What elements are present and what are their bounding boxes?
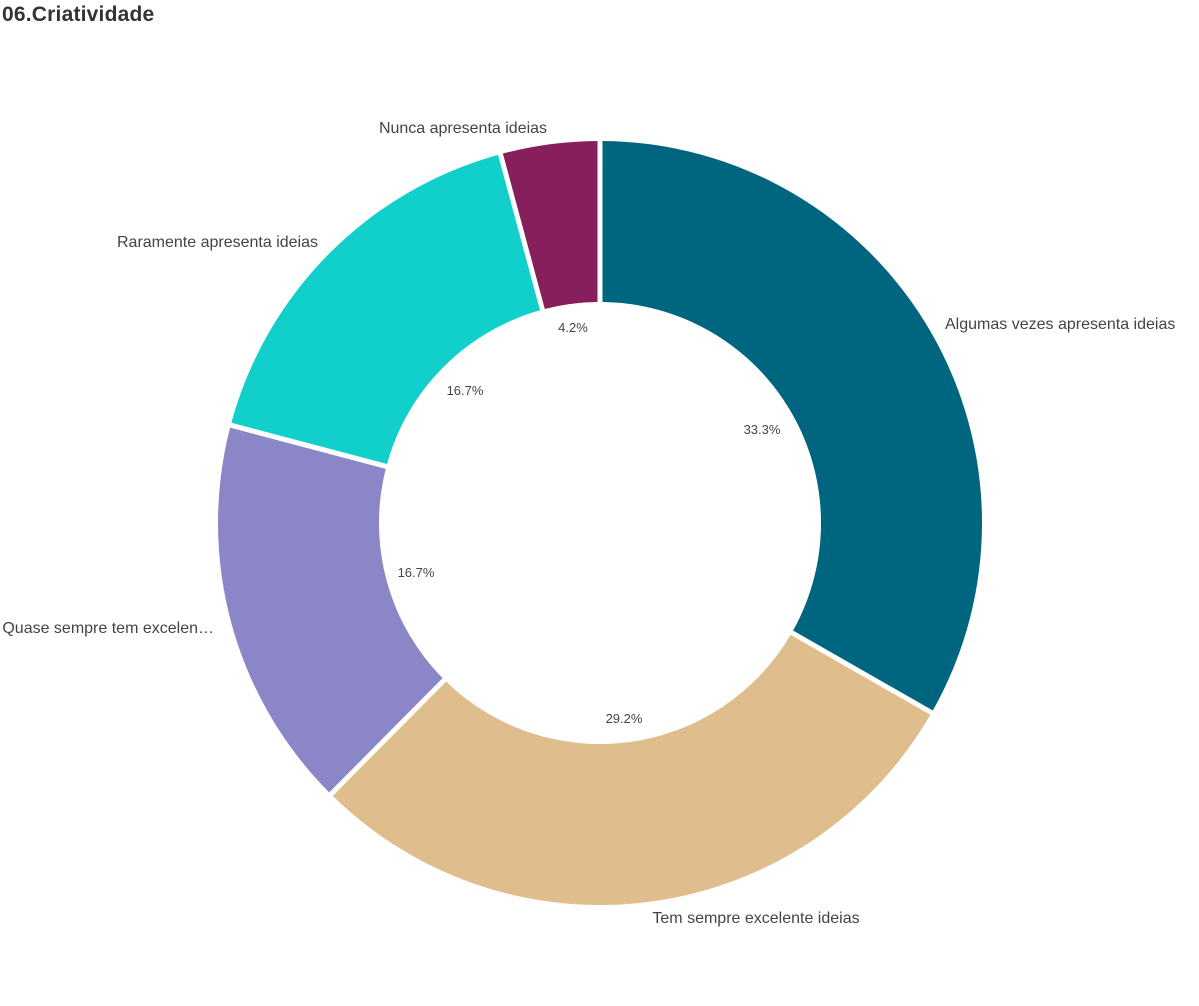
donut-slice[interactable] <box>231 154 541 465</box>
slice-percent-label: 16.7% <box>398 565 435 580</box>
category-labels: Algumas vezes apresenta ideias Tem sempre… <box>2 120 1175 927</box>
percent-labels: 33.3% 29.2% 16.7% 16.7% 4.2% <box>398 320 781 726</box>
slice-percent-label: 29.2% <box>606 711 643 726</box>
slice-percent-label: 4.2% <box>558 320 588 335</box>
slice-category-label: Tem sempre excelente ideias <box>652 910 859 927</box>
donut-slice[interactable] <box>502 141 598 309</box>
donut-slice[interactable] <box>602 141 982 711</box>
slice-category-label: Algumas vezes apresenta ideias <box>945 316 1175 333</box>
slice-percent-label: 33.3% <box>744 422 781 437</box>
donut-slice[interactable] <box>217 427 443 793</box>
slice-category-label: Raramente apresenta ideias <box>117 234 318 251</box>
slice-percent-label: 16.7% <box>447 383 484 398</box>
donut-slice[interactable] <box>332 634 931 906</box>
slice-category-label: Quase sempre tem excelen… <box>2 620 214 637</box>
chart-title: 06.Criatividade <box>2 3 155 26</box>
donut-slices <box>217 141 982 906</box>
slice-category-label: Nunca apresenta ideias <box>379 120 547 137</box>
